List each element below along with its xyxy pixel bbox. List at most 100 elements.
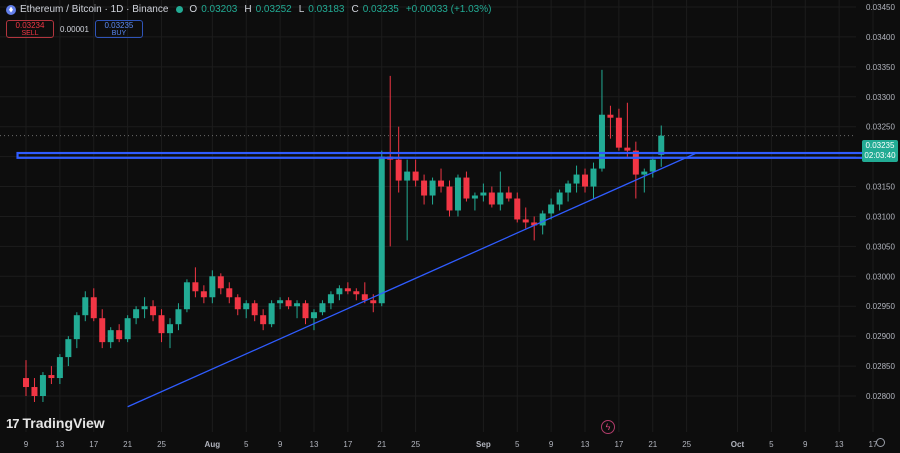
candle-down [48, 375, 55, 379]
candle-down [200, 291, 207, 298]
x-tick-label: 13 [581, 440, 590, 449]
gear-icon[interactable] [876, 438, 885, 447]
x-tick-label: 9 [549, 440, 554, 449]
trend-line [127, 153, 696, 408]
candle-down [251, 303, 258, 316]
candle-up [319, 303, 326, 313]
x-tick-label: 17 [89, 440, 98, 449]
y-tick-label: 0.02950 [866, 302, 895, 311]
x-tick-label: 9 [24, 440, 29, 449]
symbol-title[interactable]: Ethereum / Bitcoin · 1D · Binance [20, 4, 169, 15]
candle-down [150, 306, 157, 316]
candle-down [344, 288, 351, 292]
change-value: +0.00033 (+1.03%) [405, 4, 492, 15]
x-tick-label: 9 [278, 440, 283, 449]
candle-up [480, 192, 487, 196]
candle-up [243, 303, 250, 310]
candle-down [488, 192, 495, 205]
open-value: 0.03203 [201, 4, 238, 15]
x-tick-label: 25 [157, 440, 166, 449]
y-tick-label: 0.03150 [866, 183, 895, 192]
candle-down [226, 288, 233, 298]
x-tick-label: 5 [769, 440, 774, 449]
candle-down [116, 330, 123, 340]
candle-up [107, 330, 114, 343]
candle-up [404, 171, 411, 181]
candle-down [531, 222, 538, 226]
candle-down [632, 150, 639, 175]
candle-down [99, 318, 106, 343]
candle-up [133, 309, 140, 319]
candle-down [446, 186, 453, 211]
candle-down [624, 147, 631, 151]
sell-label: SELL [21, 30, 39, 37]
last-price-value: 0.03235 [865, 141, 895, 150]
x-tick-label: 17 [343, 440, 352, 449]
candle-down [582, 174, 589, 187]
candle-down [158, 315, 165, 334]
candle-up [658, 135, 665, 155]
candle-up [56, 357, 63, 379]
candle-up [209, 276, 216, 298]
candle-down [31, 387, 38, 396]
open-label: O [189, 4, 198, 15]
candle-down [302, 303, 309, 319]
candle-up [641, 171, 648, 175]
lightning-icon[interactable]: ϟ [601, 420, 615, 434]
x-tick-label: 21 [377, 440, 386, 449]
candle-down [522, 219, 529, 223]
candle-up [327, 294, 334, 304]
last-price-tag: 0.03235 02:03:40 [862, 140, 898, 162]
low-value: 0.03183 [308, 4, 345, 15]
tradingview-mark-icon: 17 [6, 415, 20, 431]
x-tick-label: 25 [411, 440, 420, 449]
market-status-icon [176, 6, 184, 13]
candle-down [395, 159, 402, 181]
buy-label: BUY [111, 30, 127, 37]
y-tick-label: 0.03400 [866, 33, 895, 42]
x-tick-label: 13 [835, 440, 844, 449]
x-tick-label: 21 [648, 440, 657, 449]
x-tick-label: Oct [731, 440, 745, 449]
candle-down [438, 180, 445, 187]
y-tick-label: 0.03350 [866, 63, 895, 72]
candle-up [73, 315, 80, 340]
candle-up [497, 192, 504, 205]
candle-up [294, 303, 301, 307]
candle-down [361, 294, 368, 301]
close-label: C [351, 4, 359, 15]
candle-up [310, 312, 317, 319]
x-tick-label: Sep [476, 440, 491, 449]
candle-up [336, 288, 343, 295]
candle-up [598, 114, 605, 169]
y-tick-label: 0.03000 [866, 272, 895, 281]
candle-up [124, 318, 131, 340]
candle-down [192, 282, 199, 292]
x-tick-label: 13 [310, 440, 319, 449]
candle-up [141, 306, 148, 310]
candle-down [370, 300, 377, 304]
tradingview-logo[interactable]: 17 TradingView [6, 415, 105, 431]
sell-button[interactable]: 0.03234 SELL [6, 20, 54, 38]
candle-up [565, 183, 572, 193]
candle-up [277, 300, 284, 304]
x-tick-label: 9 [803, 440, 808, 449]
candle-down [353, 291, 360, 295]
ethereum-icon [6, 4, 16, 15]
candle-up [454, 177, 461, 211]
y-tick-label: 0.03450 [866, 3, 895, 12]
candle-down [217, 276, 224, 289]
candle-down [514, 198, 521, 220]
candle-down [90, 297, 97, 319]
y-tick-label: 0.03250 [866, 123, 895, 132]
candle-down [285, 300, 292, 307]
candle-down [421, 180, 428, 196]
resistance-line [16, 151, 883, 159]
buy-button[interactable]: 0.03235 BUY [94, 20, 143, 38]
x-tick-label: 17 [869, 440, 878, 449]
x-tick-label: 5 [515, 440, 520, 449]
chart-legend: Ethereum / Bitcoin · 1D · Binance O 0.032… [6, 4, 494, 15]
candle-down [505, 192, 512, 199]
candle-down [23, 378, 29, 388]
